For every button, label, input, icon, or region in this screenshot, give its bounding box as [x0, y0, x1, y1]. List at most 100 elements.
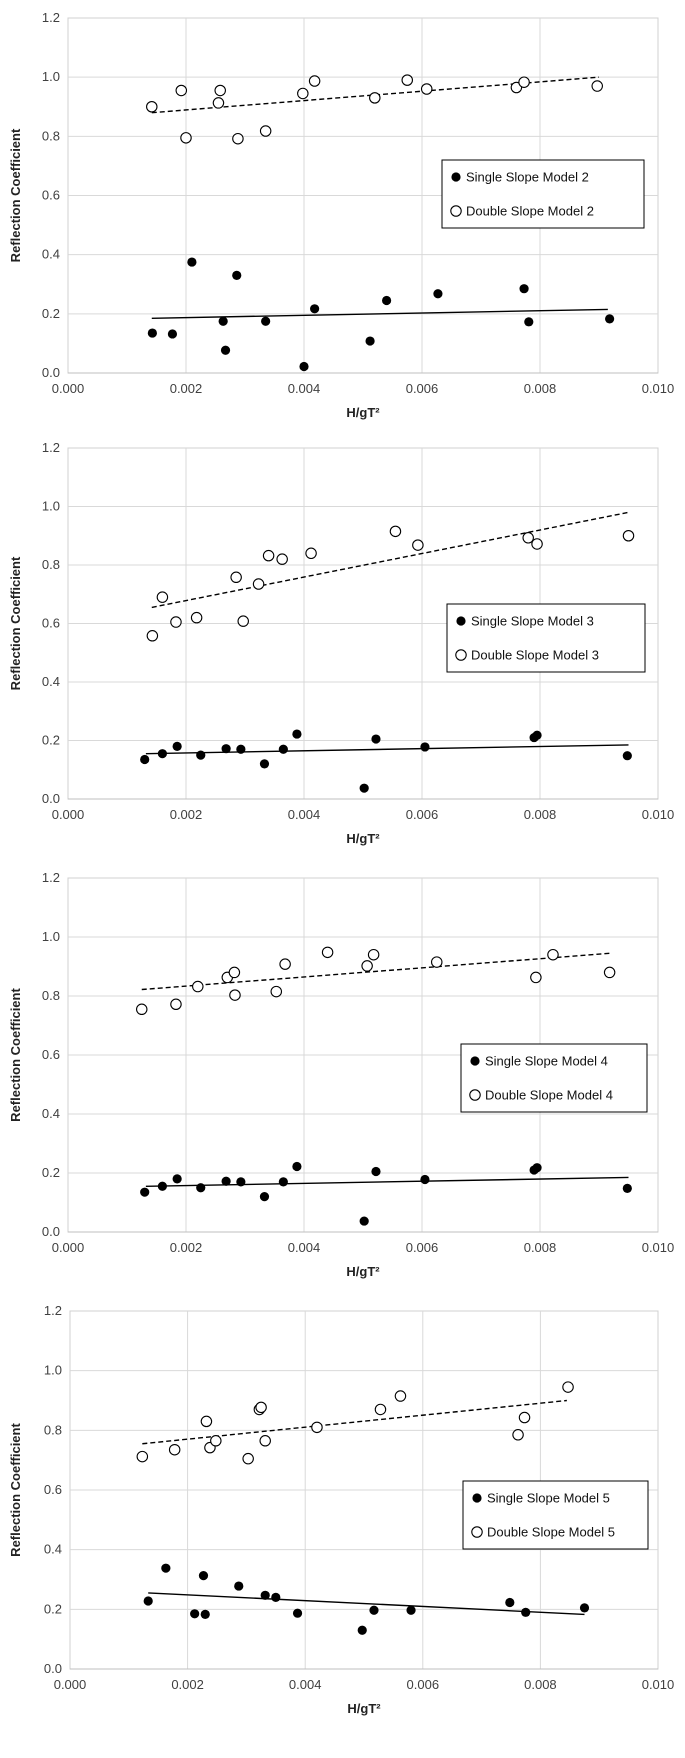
legend-label: Double Slope Model 2: [466, 204, 594, 219]
data-point-open: [200, 1415, 213, 1428]
data-point-open: [170, 998, 182, 1011]
legend-label: Double Slope Model 4: [485, 1088, 613, 1103]
trend-line-solid: [148, 1592, 585, 1616]
data-point-filled: [221, 744, 231, 754]
legend-marker-filled: [470, 1056, 480, 1066]
y-tick-label: 0.4: [42, 1106, 60, 1121]
data-point-open: [228, 966, 241, 979]
y-axis-title: Reflection Coefficient: [8, 128, 23, 262]
data-point-filled: [236, 744, 246, 754]
data-point-open: [518, 1411, 531, 1424]
data-point-filled: [532, 730, 542, 740]
y-tick-label: 0.0: [42, 365, 60, 380]
data-point-filled: [147, 328, 157, 338]
chart-panel-4: 0.0 0.2 0.4 0.6 0.8 1.0 1.2 0.000 0.002 0.004 0.00…: [8, 1303, 675, 1716]
data-point-filled: [433, 289, 443, 299]
legend-marker-open: [471, 1526, 483, 1538]
data-point-open: [262, 549, 275, 562]
y-tick-label: 0.4: [42, 674, 60, 689]
y-tick-label: 1.0: [42, 499, 60, 514]
legend-marker-filled: [451, 172, 461, 182]
data-point-filled: [365, 336, 375, 346]
data-point-open: [237, 615, 249, 627]
data-point-filled: [218, 316, 228, 326]
data-point-filled: [371, 1166, 381, 1177]
x-tick-label: 0.008: [524, 1240, 557, 1255]
data-point-filled: [236, 1177, 246, 1187]
data-point-open: [146, 630, 159, 642]
data-point-open: [170, 616, 182, 628]
x-tick-label: 0.010: [642, 381, 675, 396]
data-point-open: [562, 1381, 574, 1393]
y-tick-label: 1.2: [42, 10, 60, 25]
data-point-open: [279, 958, 291, 970]
data-point-open: [603, 966, 616, 979]
data-point-open: [229, 989, 241, 1001]
data-point-open: [412, 539, 424, 551]
data-point-open: [308, 75, 321, 87]
chart-panel-1: 0.0 0.2 0.4 0.6 0.8 1.0 1.2 0.000 0.002 0.004 0.00…: [8, 10, 675, 420]
data-point-filled: [196, 1183, 206, 1193]
data-point-filled: [622, 751, 632, 761]
data-point-filled: [524, 317, 534, 327]
data-point-filled: [292, 1161, 302, 1172]
y-tick-label: 0.6: [42, 188, 60, 203]
y-tick-label: 0.4: [44, 1542, 62, 1557]
data-point-open: [311, 1421, 323, 1434]
legend-box: [462, 1480, 649, 1550]
trend-line-dashed: [142, 1399, 567, 1445]
data-point-open: [518, 76, 530, 88]
y-tick-label: 0.8: [42, 128, 60, 143]
data-point-open: [430, 956, 443, 968]
data-point-open: [369, 92, 381, 104]
y-tick-label: 1.0: [42, 69, 60, 84]
data-point-open: [297, 87, 309, 100]
data-point-filled: [532, 1163, 542, 1173]
y-tick-label: 0.0: [42, 1224, 60, 1239]
trend-line-dashed: [141, 952, 611, 991]
data-point-open: [259, 1435, 271, 1447]
data-point-open: [361, 960, 373, 972]
chart-panel-2: 0.0 0.2 0.4 0.6 0.8 1.0 1.2 0.000 0.002 0.004 0.00…: [8, 440, 675, 846]
y-tick-label: 0.0: [42, 791, 60, 806]
data-point-filled: [143, 1596, 153, 1606]
data-point-filled: [260, 1590, 270, 1600]
y-tick-label: 0.6: [42, 616, 60, 631]
data-point-filled: [200, 1609, 210, 1620]
data-point-open: [401, 74, 413, 86]
data-point-filled: [259, 1192, 270, 1202]
data-point-open: [389, 525, 402, 538]
data-point-open: [622, 530, 635, 542]
data-point-open: [531, 538, 543, 550]
data-point-filled: [167, 329, 178, 339]
y-axis-title: Reflection Coefficient: [8, 556, 23, 690]
data-point-open: [212, 97, 225, 109]
legend-label: Single Slope Model 3: [471, 614, 594, 629]
data-point-filled: [198, 1571, 209, 1581]
x-tick-label: 0.002: [170, 807, 203, 822]
x-tick-label: 0.010: [642, 807, 675, 822]
x-tick-label: 0.002: [171, 1677, 204, 1692]
y-tick-label: 0.8: [42, 557, 60, 572]
legend-marker-filled: [456, 616, 466, 626]
x-tick-label: 0.010: [642, 1240, 675, 1255]
x-tick-label: 0.010: [642, 1677, 675, 1692]
data-point-filled: [310, 304, 320, 314]
data-point-open: [192, 980, 204, 993]
data-point-filled: [521, 1607, 531, 1617]
data-point-filled: [220, 345, 231, 355]
data-point-open: [259, 125, 272, 137]
y-tick-label: 1.2: [42, 870, 60, 885]
data-point-open: [374, 1403, 387, 1416]
legend-label: Double Slope Model 5: [487, 1525, 615, 1540]
data-point-filled: [622, 1183, 632, 1193]
data-point-filled: [519, 284, 529, 294]
data-point-open: [214, 84, 226, 97]
x-tick-label: 0.008: [524, 1677, 557, 1692]
x-tick-label: 0.008: [524, 807, 557, 822]
data-point-open: [394, 1390, 407, 1402]
data-point-filled: [161, 1563, 171, 1573]
data-point-filled: [157, 1181, 167, 1191]
data-point-filled: [420, 742, 430, 752]
data-point-filled: [221, 1176, 231, 1186]
